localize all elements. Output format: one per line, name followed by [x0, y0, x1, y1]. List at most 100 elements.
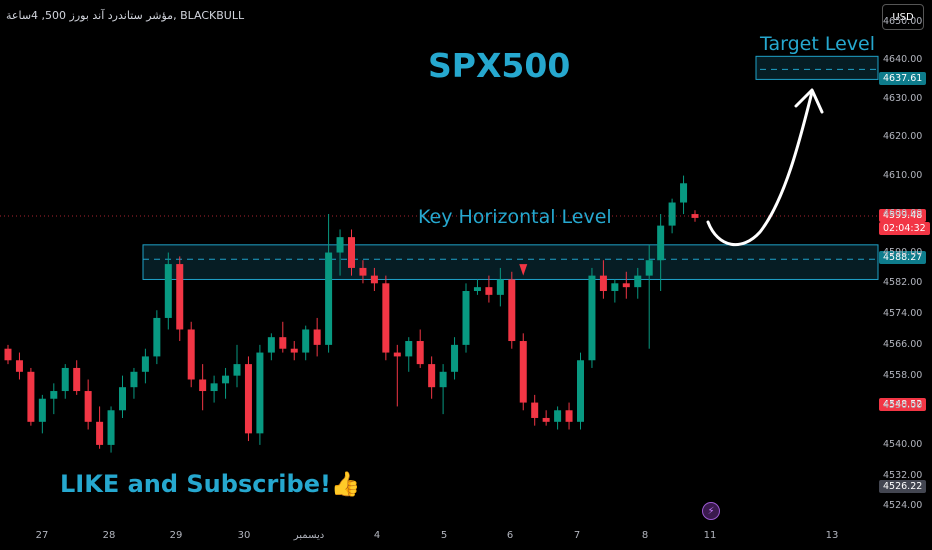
- candle-body: [416, 341, 424, 365]
- candle-body: [130, 371, 138, 388]
- candle-body: [496, 279, 504, 295]
- sell-marker: [519, 264, 528, 276]
- y-axis-tick-label: 4650.00: [883, 15, 923, 27]
- candle-body: [668, 202, 676, 226]
- candle-body: [267, 337, 275, 353]
- candle-body: [691, 214, 699, 218]
- candle-body: [622, 283, 630, 288]
- y-axis-tick-label: 4524.00: [883, 500, 923, 512]
- candle-body: [61, 367, 69, 392]
- candle-body: [290, 348, 298, 353]
- current-price-tag: 4599.48: [879, 209, 927, 222]
- y-axis-tick-label: 4610.00: [883, 169, 923, 181]
- candle-body: [348, 237, 355, 268]
- candle-body: [588, 275, 596, 361]
- target-zone: [755, 55, 879, 80]
- candle-body: [508, 279, 516, 342]
- candle-body: [577, 360, 584, 422]
- candle-body: [233, 364, 241, 376]
- cta-text: LIKE and Subscribe!👍: [60, 470, 361, 498]
- candle-body: [244, 364, 252, 434]
- target-level-label: Target Level: [760, 33, 875, 55]
- candle-body: [428, 364, 436, 388]
- x-axis-tick-label: 11: [703, 530, 717, 541]
- candle-body: [462, 291, 470, 345]
- candle-body: [210, 383, 218, 392]
- y-axis-tick-label: 4550.00: [883, 400, 923, 412]
- candle-body: [27, 371, 35, 422]
- candle-body: [336, 237, 344, 253]
- candle-body: [439, 371, 447, 388]
- candle-body: [84, 391, 92, 422]
- y-axis-tick-label: 4620.00: [883, 131, 923, 143]
- candle-body: [222, 375, 230, 384]
- lightning-icon[interactable]: ⚡: [702, 502, 720, 520]
- x-axis-tick-label: 29: [169, 530, 183, 541]
- candle-body: [405, 341, 413, 357]
- candle-body: [279, 337, 287, 349]
- y-axis-tick-label: 4590.00: [883, 246, 923, 258]
- candle-body: [153, 317, 161, 357]
- countdown-tag: 02:04:32: [879, 222, 930, 235]
- candle-body: [73, 367, 81, 392]
- y-axis-tick-label: 4540.00: [883, 438, 923, 450]
- target-price-tag: 4637.61: [879, 72, 927, 85]
- candle-body: [176, 264, 184, 330]
- projection-arrow: [706, 90, 814, 247]
- candle-body: [473, 287, 481, 292]
- candle-body: [4, 348, 12, 361]
- candle-body: [141, 356, 149, 372]
- candle-body: [199, 379, 207, 392]
- candle-body: [657, 225, 665, 261]
- key-level-price-tag: 4588.27: [879, 251, 927, 264]
- candle-body: [107, 410, 115, 445]
- x-axis-tick-label: 27: [35, 530, 49, 541]
- y-axis-tick-label: 4566.00: [883, 338, 923, 350]
- x-axis-tick-label: 13: [825, 530, 839, 541]
- y-axis-tick-label: 4630.00: [883, 92, 923, 104]
- candle-body: [38, 398, 46, 422]
- x-axis-tick-label: 4: [373, 530, 381, 541]
- candle-body: [164, 264, 172, 318]
- arrow-head: [794, 88, 824, 114]
- candle-body: [599, 275, 607, 292]
- x-axis-tick-label: 30: [237, 530, 251, 541]
- x-axis-tick-label: 7: [573, 530, 581, 541]
- candle-body: [565, 410, 573, 422]
- x-axis-tick-label: 8: [641, 530, 649, 541]
- x-axis-tick-label: 28: [102, 530, 116, 541]
- candle-body: [359, 267, 367, 276]
- candle-body: [680, 183, 688, 203]
- x-axis-tick-label: 5: [440, 530, 448, 541]
- candle-body: [611, 283, 619, 292]
- y-axis-tick-label: 4582.00: [883, 277, 923, 289]
- candle-body: [256, 352, 264, 434]
- candle-body: [531, 402, 539, 418]
- candle-body: [325, 252, 333, 345]
- chart-title: SPX500: [428, 46, 571, 85]
- candle-body: [451, 344, 459, 372]
- candle-body: [554, 410, 562, 422]
- candle-body: [485, 287, 493, 295]
- candle-body: [96, 421, 104, 445]
- x-axis-tick-label: 6: [506, 530, 514, 541]
- candle-body: [313, 329, 321, 345]
- candle-body: [382, 283, 390, 353]
- y-axis-tick-label: 4532.00: [883, 469, 923, 481]
- low-price-tag: 4548.52: [879, 398, 927, 411]
- candle-body: [119, 387, 126, 411]
- symbol-header: مؤشر ستاندرد آند بورز 500, 4ساعة, BLACKB…: [6, 9, 245, 22]
- candle-body: [370, 275, 378, 284]
- y-axis-tick-label: 4574.00: [883, 308, 923, 320]
- candle-body: [519, 341, 527, 403]
- currency-button[interactable]: USD: [882, 4, 924, 30]
- candle-body: [645, 260, 653, 276]
- candle-body: [187, 329, 195, 380]
- x-axis-tick-label: ديسمبر: [293, 530, 325, 541]
- bottom-price-tag: 4526.22: [879, 480, 927, 493]
- key-level-label: Key Horizontal Level: [418, 206, 612, 228]
- y-axis-tick-label: 4558.00: [883, 369, 923, 381]
- y-axis-tick-label: 4600.00: [883, 208, 923, 220]
